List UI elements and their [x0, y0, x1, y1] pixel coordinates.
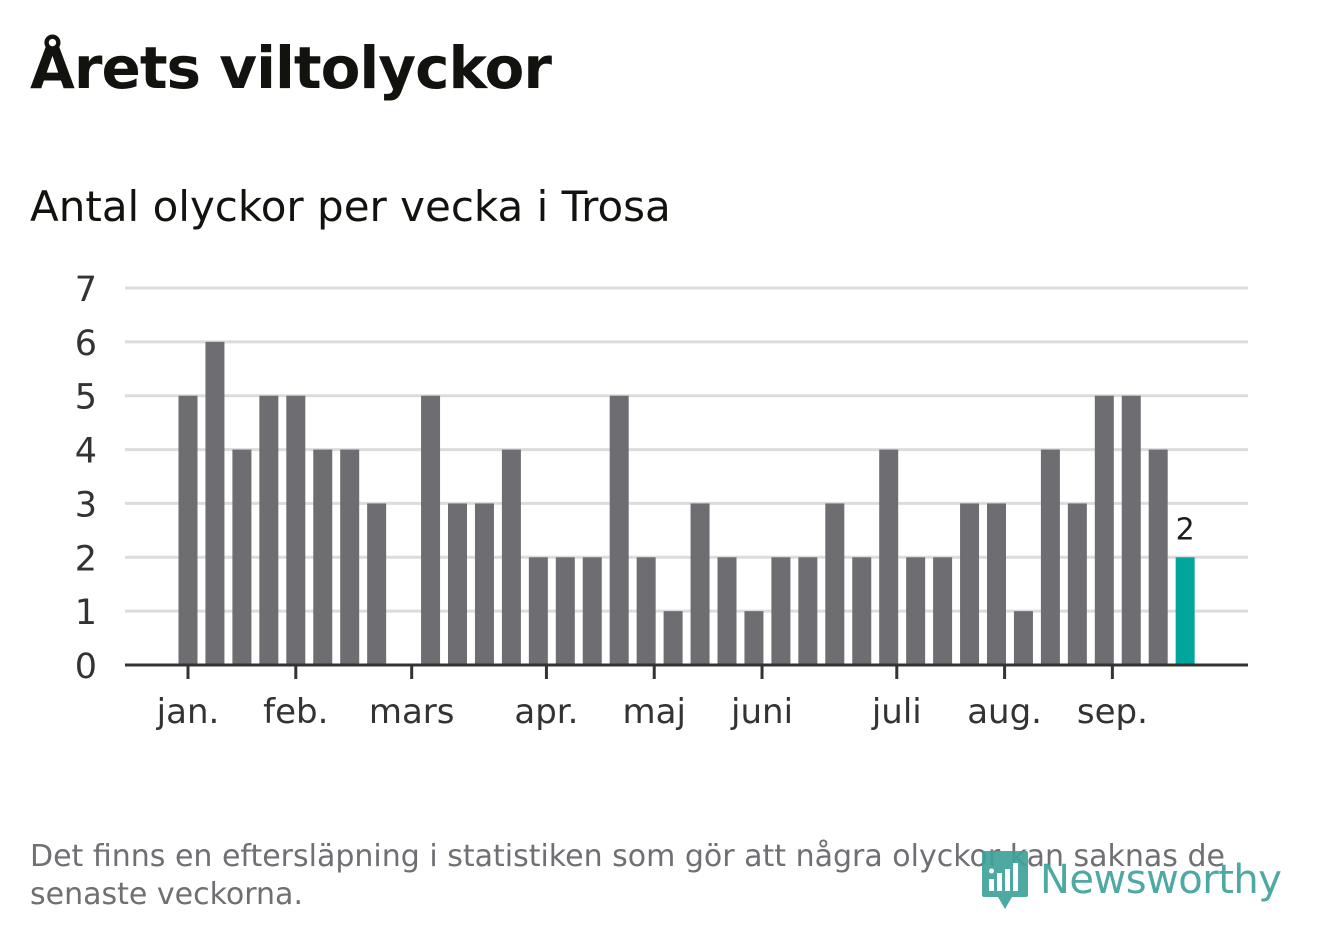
- bar: [286, 395, 306, 665]
- bars: [178, 341, 1195, 665]
- y-tick-label: 0: [75, 647, 97, 687]
- bar: [340, 449, 360, 665]
- bar: [313, 449, 333, 665]
- bar: [474, 503, 494, 665]
- x-tick-label: mars: [369, 692, 455, 732]
- logo-text: Newsworthy: [1040, 857, 1282, 903]
- bar: [906, 557, 926, 665]
- bar: [1067, 503, 1087, 665]
- bar: [609, 395, 629, 665]
- x-tick-label: maj: [623, 692, 686, 732]
- chart-title: Årets viltolyckor: [30, 34, 552, 102]
- x-axis: jan. feb. mars apr. maj juni juli aug. sep.: [125, 663, 1248, 732]
- bar: [178, 395, 198, 665]
- bar: [960, 503, 980, 665]
- x-tick-label: feb.: [263, 692, 328, 732]
- bar-chart-bubble-icon: [982, 851, 1028, 909]
- y-tick-label: 3: [75, 485, 97, 525]
- bar: [1040, 449, 1060, 665]
- y-tick-label: 2: [75, 539, 97, 579]
- y-tick-label: 6: [75, 324, 97, 364]
- bar: [1094, 395, 1114, 665]
- x-tick-label: jan.: [156, 692, 220, 732]
- bar: [663, 611, 683, 665]
- bar: [825, 503, 845, 665]
- bar: [448, 503, 467, 665]
- bar: [744, 611, 764, 665]
- bar: [1121, 395, 1141, 665]
- y-tick-label: 7: [75, 270, 97, 310]
- y-tick-label: 4: [75, 432, 97, 472]
- bar: [717, 557, 737, 665]
- bar: [367, 503, 387, 665]
- bar: [528, 557, 548, 665]
- bar: [232, 449, 252, 665]
- bar-chart: 0 1 2 3 4 5 6 7 jan. feb. mars apr. maj juni juli aug.…: [75, 270, 1248, 732]
- bar: [690, 503, 710, 665]
- x-tick-label: juni: [730, 692, 793, 732]
- bar: [771, 557, 791, 665]
- bar: [205, 341, 225, 665]
- gridlines: [125, 286, 1248, 613]
- bar: [933, 557, 953, 665]
- y-axis-ticks: 0 1 2 3 4 5 6 7: [75, 270, 97, 687]
- bar: [1013, 611, 1033, 665]
- bar: [987, 503, 1006, 665]
- bar: [1148, 449, 1168, 665]
- x-tick-label: aug.: [967, 692, 1042, 732]
- x-tick-label: juli: [871, 692, 922, 732]
- bar: [555, 557, 575, 665]
- bar: [582, 557, 602, 665]
- newsworthy-logo: Newsworthy: [980, 848, 1290, 912]
- y-tick-label: 1: [75, 593, 97, 633]
- x-tick-label: apr.: [514, 692, 578, 732]
- data-labels: 2: [1176, 512, 1195, 547]
- bar: [421, 395, 441, 665]
- bar-highlight: [1175, 557, 1195, 665]
- bar: [852, 557, 872, 665]
- bar: [259, 395, 279, 665]
- x-tick-label: sep.: [1077, 692, 1148, 732]
- bar: [798, 557, 818, 665]
- bar: [501, 449, 521, 665]
- data-label: 2: [1176, 512, 1195, 547]
- chart-subtitle: Antal olyckor per vecka i Trosa: [30, 182, 671, 231]
- y-tick-label: 5: [75, 378, 97, 418]
- bar: [879, 449, 899, 665]
- bar: [636, 557, 656, 665]
